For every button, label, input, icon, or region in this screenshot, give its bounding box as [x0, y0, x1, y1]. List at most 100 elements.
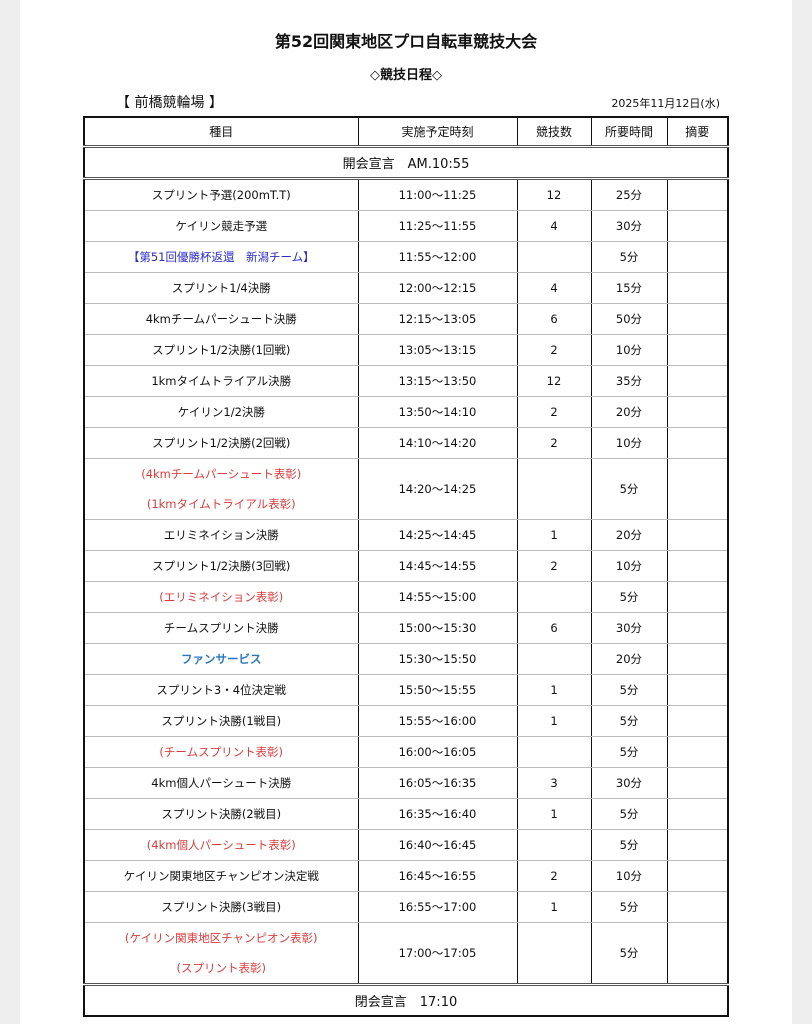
event-name: (4kmチームパーシュート表彰) — [141, 467, 302, 481]
event-cell: (ケイリン関東地区チャンピオン表彰) (スプリント表彰) — [83, 922, 359, 985]
time-cell: 14:45〜14:55 — [357, 550, 518, 582]
time-cell: 15:55〜16:00 — [357, 705, 518, 737]
event-name: (エリミネイション表彰) — [159, 590, 284, 604]
note-cell — [666, 365, 729, 397]
event-cell: (4km個人パーシュート表彰) — [83, 829, 359, 861]
header-duration: 所要時間 — [590, 117, 668, 148]
event-cell: スプリント1/2決勝(1回戦) — [83, 334, 359, 366]
event-name: ケイリン競走予選 — [175, 219, 268, 233]
header-note: 摘要 — [666, 117, 729, 148]
duration-cell: 10分 — [590, 860, 668, 892]
time-cell: 17:00〜17:05 — [357, 922, 518, 985]
event-name: スプリント決勝(3戦目) — [161, 900, 282, 914]
event-name: エリミネイション決勝 — [163, 528, 279, 542]
event-cell: スプリント1/2決勝(2回戦) — [83, 427, 359, 459]
note-cell — [666, 891, 729, 923]
time-cell: 15:50〜15:55 — [357, 674, 518, 706]
event-cell: 4kmチームパーシュート決勝 — [83, 303, 359, 335]
event-cell: 【第51回優勝杯返還 新潟チーム】 — [83, 241, 359, 273]
venue-label: 【 前橋競輪場 】 — [116, 95, 223, 111]
time-cell: 13:15〜13:50 — [357, 365, 518, 397]
note-cell — [666, 272, 729, 304]
event-cell: チームスプリント決勝 — [83, 612, 359, 644]
table-row: (チームスプリント表彰) 16:00〜16:05 5分 — [83, 736, 729, 768]
event-cell: 4km個人パーシュート決勝 — [83, 767, 359, 799]
count-cell: 6 — [516, 612, 592, 644]
duration-cell: 30分 — [590, 767, 668, 799]
event-cell: スプリント1/2決勝(3回戦) — [83, 550, 359, 582]
table-row: (4km個人パーシュート表彰) 16:40〜16:45 5分 — [83, 829, 729, 861]
event-cell: スプリント決勝(1戦目) — [83, 705, 359, 737]
table-row: (ケイリン関東地区チャンピオン表彰) (スプリント表彰) 17:00〜17:05 5分 — [83, 922, 729, 985]
time-cell: 16:05〜16:35 — [357, 767, 518, 799]
count-cell: 1 — [516, 674, 592, 706]
table-row: スプリント予選(200mT.T) 11:00〜11:25 12 25分 — [83, 178, 729, 211]
duration-cell: 30分 — [590, 612, 668, 644]
duration-cell: 5分 — [590, 705, 668, 737]
time-cell: 12:00〜12:15 — [357, 272, 518, 304]
closing-ceremony: 閉会宣言 17:10 — [83, 983, 729, 1016]
duration-cell: 5分 — [590, 241, 668, 273]
table-row: スプリント1/2決勝(1回戦) 13:05〜13:15 2 10分 — [83, 334, 729, 366]
event-cell: (エリミネイション表彰) — [83, 581, 359, 613]
note-cell — [666, 612, 729, 644]
count-cell — [516, 458, 592, 520]
note-cell — [666, 427, 729, 459]
note-cell — [666, 334, 729, 366]
count-cell — [516, 581, 592, 613]
count-cell — [516, 736, 592, 768]
count-cell: 6 — [516, 303, 592, 335]
event-name: ケイリン1/2決勝 — [177, 405, 265, 419]
table-row: ファンサービス 15:30〜15:50 20分 — [83, 643, 729, 675]
event-name: スプリント決勝(2戦目) — [161, 807, 282, 821]
table-row: (エリミネイション表彰) 14:55〜15:00 5分 — [83, 581, 729, 613]
table-row: 【第51回優勝杯返還 新潟チーム】 11:55〜12:00 5分 — [83, 241, 729, 273]
duration-cell: 10分 — [590, 427, 668, 459]
event-name: スプリント1/4決勝 — [171, 281, 271, 295]
count-cell: 1 — [516, 798, 592, 830]
duration-cell: 5分 — [590, 922, 668, 985]
time-cell: 11:55〜12:00 — [357, 241, 518, 273]
duration-cell: 10分 — [590, 550, 668, 582]
event-name: スプリント予選(200mT.T) — [151, 188, 291, 202]
time-cell: 16:45〜16:55 — [357, 860, 518, 892]
event-cell: スプリント決勝(3戦目) — [83, 891, 359, 923]
event-cell: (4kmチームパーシュート表彰) (1kmタイムトライアル表彰) — [83, 458, 359, 520]
opening-ceremony: 開会宣言 AM.10:55 — [83, 146, 729, 180]
table-row: スプリント決勝(1戦目) 15:55〜16:00 1 5分 — [83, 705, 729, 737]
table-row: スプリント1/4決勝 12:00〜12:15 4 15分 — [83, 272, 729, 304]
duration-cell: 5分 — [590, 891, 668, 923]
event-name: 4kmチームパーシュート決勝 — [145, 312, 297, 326]
note-cell — [666, 550, 729, 582]
header-time: 実施予定時刻 — [357, 117, 518, 148]
duration-cell: 5分 — [590, 458, 668, 520]
table-row: スプリント決勝(3戦目) 16:55〜17:00 1 5分 — [83, 891, 729, 923]
duration-cell: 5分 — [590, 798, 668, 830]
time-cell: 11:25〜11:55 — [357, 210, 518, 242]
duration-cell: 35分 — [590, 365, 668, 397]
duration-cell: 10分 — [590, 334, 668, 366]
note-cell — [666, 303, 729, 335]
note-cell — [666, 241, 729, 273]
event-name: スプリント1/2決勝(1回戦) — [152, 343, 291, 357]
time-cell: 11:00〜11:25 — [357, 178, 518, 211]
time-cell: 14:20〜14:25 — [357, 458, 518, 520]
event-name: ファンサービス — [181, 652, 262, 666]
table-row: 1kmタイムトライアル決勝 13:15〜13:50 12 35分 — [83, 365, 729, 397]
header-count: 競技数 — [516, 117, 592, 148]
note-cell — [666, 736, 729, 768]
event-name: (スプリント表彰) — [176, 961, 266, 975]
header-event: 種目 — [83, 117, 359, 148]
event-name: (チームスプリント表彰) — [159, 745, 284, 759]
count-cell: 4 — [516, 272, 592, 304]
table-row: ケイリン1/2決勝 13:50〜14:10 2 20分 — [83, 396, 729, 428]
count-cell — [516, 829, 592, 861]
note-cell — [666, 705, 729, 737]
event-cell: エリミネイション決勝 — [83, 519, 359, 551]
table-row: エリミネイション決勝 14:25〜14:45 1 20分 — [83, 519, 729, 551]
time-cell: 16:35〜16:40 — [357, 798, 518, 830]
count-cell: 2 — [516, 334, 592, 366]
table-row: スプリント決勝(2戦目) 16:35〜16:40 1 5分 — [83, 798, 729, 830]
time-cell: 16:40〜16:45 — [357, 829, 518, 861]
event-name: スプリント1/2決勝(2回戦) — [152, 436, 291, 450]
